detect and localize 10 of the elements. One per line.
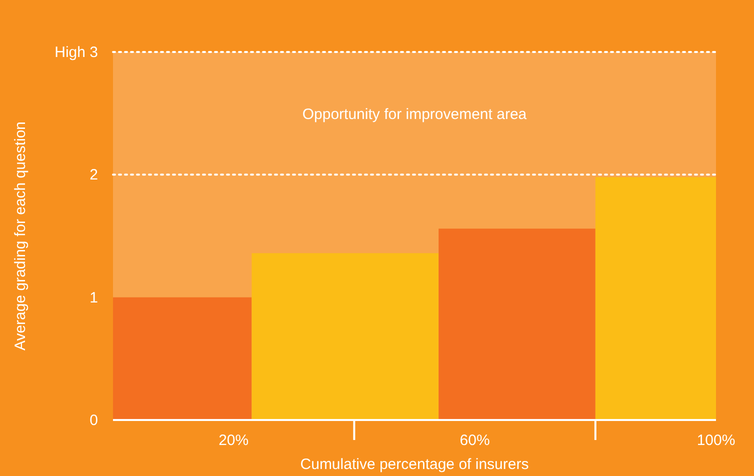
y-tick-label: 0: [90, 412, 98, 429]
y-tick-label: 1: [90, 289, 98, 306]
y-tick-label: 2: [90, 166, 98, 184]
x-tick-label: 60%: [460, 432, 490, 449]
x-axis-title: Cumulative percentage of insurers: [300, 456, 529, 473]
x-tick-label: 20%: [218, 432, 249, 449]
y-tick-label: High 3: [54, 44, 98, 61]
x-tick-label: 100%: [696, 432, 736, 449]
band-label: Opportunity for improvement area: [302, 106, 528, 123]
y-axis-title: Average grading for each question: [12, 121, 29, 351]
